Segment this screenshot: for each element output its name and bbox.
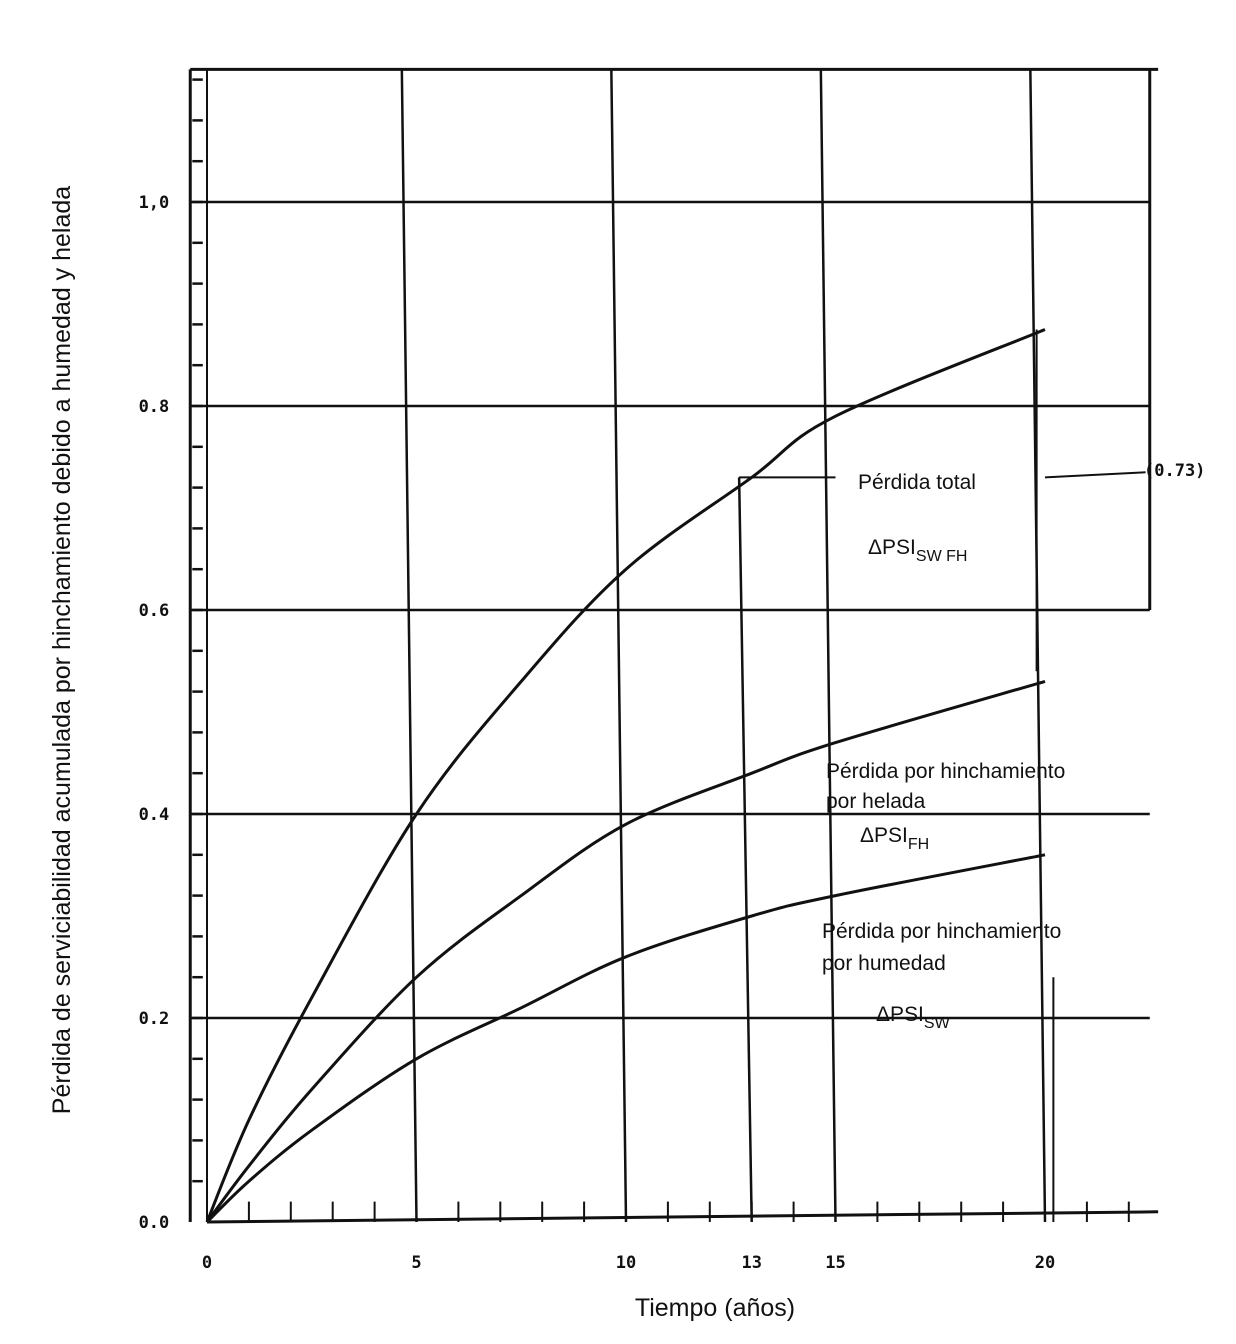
y-axis-title: Pérdida de serviciabilidad acumulada por… — [48, 186, 76, 1114]
annotation-fh-line2: por helada — [826, 790, 926, 813]
x-tick-label: 15 — [825, 1253, 845, 1273]
v-gridline — [1029, 69, 1047, 1223]
grid — [188, 67, 1159, 1224]
y-tick-label: 0.0 — [139, 1213, 170, 1233]
v-gridline-13 — [737, 477, 753, 1223]
v-gridline — [610, 69, 628, 1223]
y-tick-label: 0.6 — [139, 601, 170, 621]
annotation-total-label: Pérdida total — [858, 471, 976, 494]
annotation-sw-line1: Pérdida por hinchamiento — [822, 920, 1061, 943]
annotation-sw-line2: por humedad — [822, 952, 946, 975]
series-line-0 — [205, 328, 1046, 1223]
x-tick-label: 20 — [1035, 1253, 1055, 1273]
series-line-1 — [205, 679, 1046, 1223]
v-gridline — [400, 69, 418, 1223]
v-gridline — [819, 69, 837, 1223]
x-tick-label: 13 — [741, 1253, 761, 1273]
annotation-fh-symbol: ΔPSIFH — [860, 824, 929, 853]
annotation-total-symbol: ΔPSISW FH — [868, 536, 967, 565]
y-tick-label: 0.4 — [139, 805, 170, 825]
annotation-fh-line1: Pérdida por hinchamiento — [826, 760, 1065, 783]
x-axis-line — [206, 1210, 1159, 1224]
ticks — [192, 78, 1130, 1222]
x-tick-label: 0 — [202, 1253, 212, 1273]
annotation-line-073-right — [1044, 471, 1146, 479]
x-axis-title: Tiempo (años) — [635, 1294, 795, 1322]
curves — [205, 328, 1046, 1224]
y-tick-label: 1,0 — [139, 193, 170, 213]
tick-labels: 0 5 10 13 15 20 0.0 0.2 0.4 0.6 0.8 1,0 — [139, 193, 1056, 1273]
annotation-total-value: (0.73) — [1144, 461, 1205, 481]
annotation-sw-symbol: ΔPSISW — [876, 1003, 951, 1032]
y-tick-label: 0.8 — [139, 397, 170, 417]
x-tick-label: 5 — [411, 1253, 421, 1273]
y-tick-label: 0.2 — [139, 1009, 170, 1029]
series-line-2 — [205, 853, 1046, 1224]
x-tick-label: 10 — [616, 1253, 636, 1273]
